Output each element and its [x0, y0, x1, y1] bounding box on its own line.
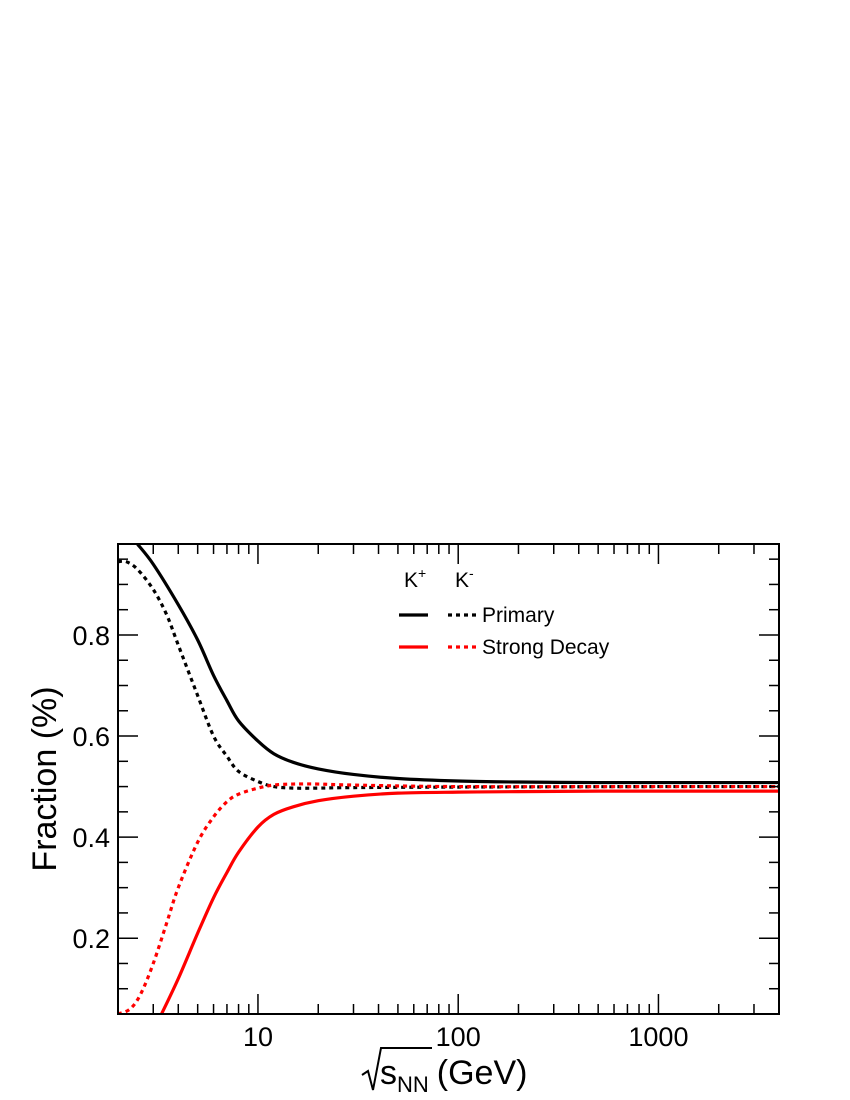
legend-header-symbol: K: [455, 569, 469, 592]
x-axis-label-sub: NN: [397, 1072, 429, 1097]
x-tick-label: 1000: [628, 1022, 688, 1052]
x-tick-label: 100: [436, 1022, 481, 1052]
svg-text:sNN(GeV): sNN (GeV): [380, 1054, 527, 1097]
ticks-layer: 10 100 1000 0.2 0.4 0.6 0.8: [72, 544, 780, 1052]
legend-header-symbol: K: [404, 569, 418, 592]
legend-header-charge: +: [418, 565, 426, 581]
legend-label-primary: Primary: [482, 604, 555, 627]
legend-header-k-minus: K-: [455, 565, 474, 592]
series-kplus-primary-line: [136, 544, 779, 785]
y-tick-label: 0.6: [72, 722, 110, 752]
legend-label-strong-decay: Strong Decay: [482, 636, 610, 659]
series-kplus-strong-decay-line: [160, 789, 779, 1014]
series-kminus-primary-line: [118, 559, 779, 790]
x-axis-label: sNN (GeV): [361, 1047, 527, 1097]
y-tick-label: 0.2: [72, 924, 110, 954]
series-kminus-strong-decay-line: [118, 782, 779, 1014]
curves-layer: [118, 544, 779, 1014]
y-axis-label: Fraction (%): [26, 686, 64, 871]
y-tick-label: 0.8: [72, 621, 110, 651]
y-tick-label: 0.4: [72, 823, 110, 853]
x-axis-label-s: s: [380, 1054, 397, 1092]
legend-header-k-plus: K+: [404, 565, 426, 592]
plot-frame: [117, 543, 780, 1015]
x-tick-label: 10: [243, 1022, 273, 1052]
sqrt-symbol: [361, 1047, 432, 1091]
x-axis-label-unit: (GeV): [437, 1054, 528, 1092]
legend-header-charge: -: [469, 565, 474, 581]
